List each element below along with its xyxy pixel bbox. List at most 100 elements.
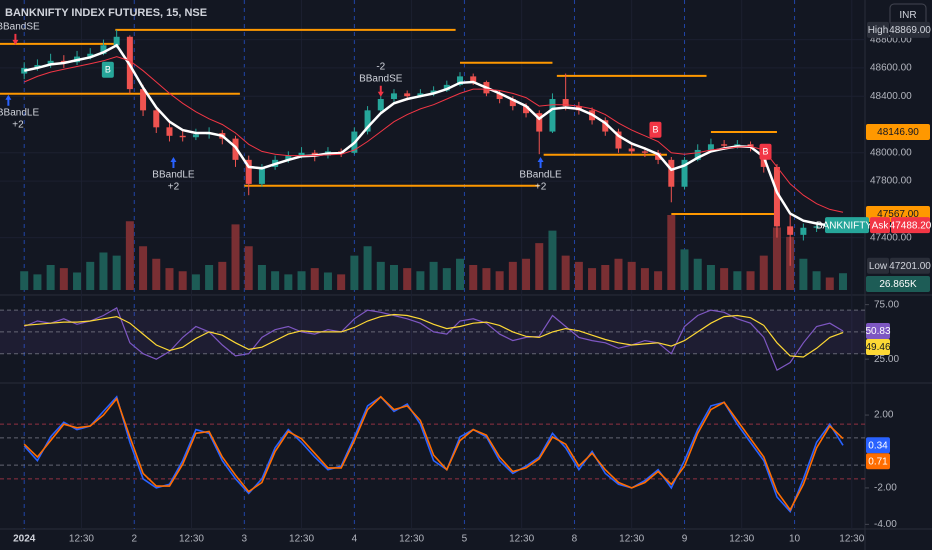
x-tick-label: 2024 xyxy=(13,534,36,545)
trade-marker xyxy=(649,121,662,138)
tag-value: 47201.00 xyxy=(889,261,931,272)
signal-arrow xyxy=(377,85,384,97)
volume-bar xyxy=(416,271,425,290)
candle-body xyxy=(655,152,662,160)
volume-bar xyxy=(812,271,821,290)
candle-body xyxy=(285,155,292,160)
volume-bar xyxy=(33,274,42,290)
volume-bar xyxy=(601,265,610,290)
currency[interactable]: INR xyxy=(899,10,916,21)
level-label: 48146.90 xyxy=(877,127,919,138)
ask-tag: Ask xyxy=(872,220,890,231)
candle-body xyxy=(681,159,688,187)
volume-bar xyxy=(574,261,583,290)
volume-bar xyxy=(310,268,319,290)
volume-bar xyxy=(323,272,332,290)
volume-bar xyxy=(614,258,623,290)
y-tick-label: 47400.00 xyxy=(870,232,912,243)
tag-label: High xyxy=(868,25,889,36)
volume-bar xyxy=(257,265,266,290)
y-tick-label: 48800.00 xyxy=(870,34,912,45)
candle-body xyxy=(87,53,94,57)
last-value: 50.83 xyxy=(865,326,890,337)
volume-bar xyxy=(482,268,491,290)
x-tick-label: 4 xyxy=(352,534,358,545)
x-tick-label: 8 xyxy=(572,534,578,545)
candle-body xyxy=(47,60,54,66)
candle-body xyxy=(258,166,265,184)
volume-bar xyxy=(799,258,808,290)
candle-body xyxy=(523,106,530,114)
volume-bar xyxy=(389,265,398,290)
volume-bar xyxy=(442,268,451,290)
x-tick-label: 12:30 xyxy=(839,534,864,545)
candle-body xyxy=(562,99,569,107)
candle-body xyxy=(153,110,160,128)
candle-body xyxy=(443,84,450,91)
chart-title: BANKNIFTY INDEX FUTURES, 15, NSE xyxy=(5,7,207,19)
volume-bar xyxy=(535,243,544,290)
candle-body xyxy=(668,159,675,187)
candle-body xyxy=(721,144,728,146)
moving-average xyxy=(24,56,844,213)
x-tick-label: 12:30 xyxy=(619,534,644,545)
volume-bar xyxy=(588,268,597,290)
signal-arrow xyxy=(170,157,177,169)
candle-body xyxy=(34,65,41,68)
oscillator-line xyxy=(23,395,844,512)
volume-bar xyxy=(99,252,108,290)
y-tick-label: 48600.00 xyxy=(870,63,912,74)
volume-bar xyxy=(139,246,148,290)
volume-bar xyxy=(205,265,214,290)
candle-body xyxy=(166,127,173,136)
volume-bar xyxy=(191,274,200,290)
volume-bar xyxy=(561,255,570,290)
candle-body xyxy=(245,159,252,184)
signal-label: BBandLE xyxy=(0,107,39,118)
volume-bar xyxy=(152,258,161,290)
candle-body xyxy=(364,110,371,132)
volume-bar xyxy=(759,255,768,290)
volume-bar xyxy=(733,271,742,290)
candle-body xyxy=(377,99,384,111)
volume-bar xyxy=(178,271,187,290)
plot-layer xyxy=(0,0,865,529)
x-tick-label: 12:30 xyxy=(399,534,424,545)
volume-bar xyxy=(627,261,636,290)
trade-marker-label: B xyxy=(763,147,769,157)
volume-bar xyxy=(376,261,385,290)
volume-bar xyxy=(231,224,240,290)
y-tick-label: 25.00 xyxy=(874,354,899,365)
moving-average xyxy=(23,43,844,227)
candle-body xyxy=(113,36,120,46)
candle-body xyxy=(457,76,464,85)
signal-label: BBandLE xyxy=(519,170,562,181)
last-price: 47488.20 xyxy=(890,220,932,231)
volume-label-box xyxy=(866,276,930,292)
volume-bar xyxy=(825,277,834,290)
candle-body xyxy=(430,90,437,94)
candle-body xyxy=(813,226,820,228)
tag-label-box xyxy=(867,21,889,38)
last-value: 0.71 xyxy=(868,456,888,467)
candle-body xyxy=(602,120,609,132)
candle-body xyxy=(100,45,107,54)
volume-bar xyxy=(640,268,649,290)
oscillator-line xyxy=(24,313,844,358)
candle-body xyxy=(417,93,424,97)
y-tick-label: 48400.00 xyxy=(870,91,912,102)
volume-bar xyxy=(350,255,359,290)
y-tick-label: 47800.00 xyxy=(870,176,912,187)
last-value-box xyxy=(866,339,890,356)
candle-body xyxy=(404,93,411,97)
tag-label: Low xyxy=(869,261,888,272)
y-tick-label: -4.00 xyxy=(874,519,897,530)
candle-body xyxy=(787,226,794,235)
candle-body xyxy=(641,151,648,153)
volume-bar xyxy=(548,230,557,290)
level-label-box xyxy=(866,123,930,140)
signal-label: BBandSE xyxy=(359,73,403,84)
y-tick-label: 75.00 xyxy=(874,299,899,310)
volume-bar xyxy=(720,268,729,290)
